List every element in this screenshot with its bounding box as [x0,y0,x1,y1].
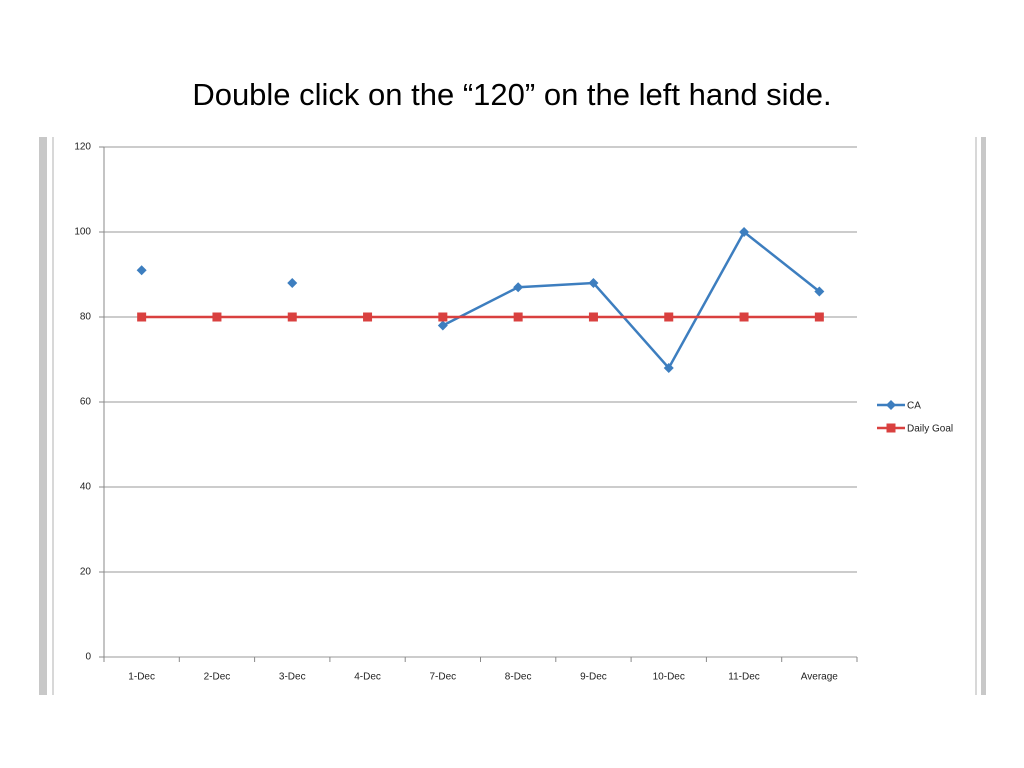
y-tick-label: 0 [85,652,91,663]
legend-label: Daily Goal [907,424,953,435]
slide-title: Double click on the “120” on the left ha… [192,77,831,112]
y-tick-label: 80 [80,312,92,323]
series-line [442,230,821,371]
y-tick-label: 120 [74,142,91,153]
data-point [513,282,524,293]
data-point [588,312,598,322]
x-tick-label: 2-Dec [204,672,231,683]
data-point [287,278,298,288]
data-point [513,312,523,322]
y-tick-label: 40 [80,482,92,493]
y-tick-label: 20 [80,567,92,578]
data-point [363,312,373,322]
legend-marker [886,400,896,410]
frame-right-thin [975,137,977,695]
data-point [437,320,448,331]
data-point [814,312,824,322]
y-tick-label: 100 [74,227,91,238]
data-point [663,363,674,373]
data-point [136,265,147,276]
legend-label: CA [907,401,921,412]
x-tick-label: 1-Dec [128,672,155,683]
data-point [212,312,222,322]
data-point [588,278,599,288]
legend-marker [886,423,896,433]
data-point [438,312,448,322]
x-tick-label: Average [801,672,839,683]
x-tick-label: 3-Dec [279,672,306,683]
frame-left [39,137,47,695]
x-tick-label: 9-Dec [580,672,607,683]
data-point [664,312,674,322]
y-tick-label: 60 [80,397,92,408]
x-tick-label: 10-Dec [653,672,685,683]
frame-right [981,137,986,695]
x-tick-label: 4-Dec [354,672,381,683]
data-point [739,227,750,237]
data-point [137,312,147,322]
data-point [814,286,825,297]
x-tick-label: 11-Dec [728,672,760,683]
x-tick-label: 8-Dec [505,672,532,683]
data-point [739,312,749,322]
data-point [287,312,297,322]
frame-left-thin [52,137,54,695]
x-tick-label: 7-Dec [430,672,457,683]
